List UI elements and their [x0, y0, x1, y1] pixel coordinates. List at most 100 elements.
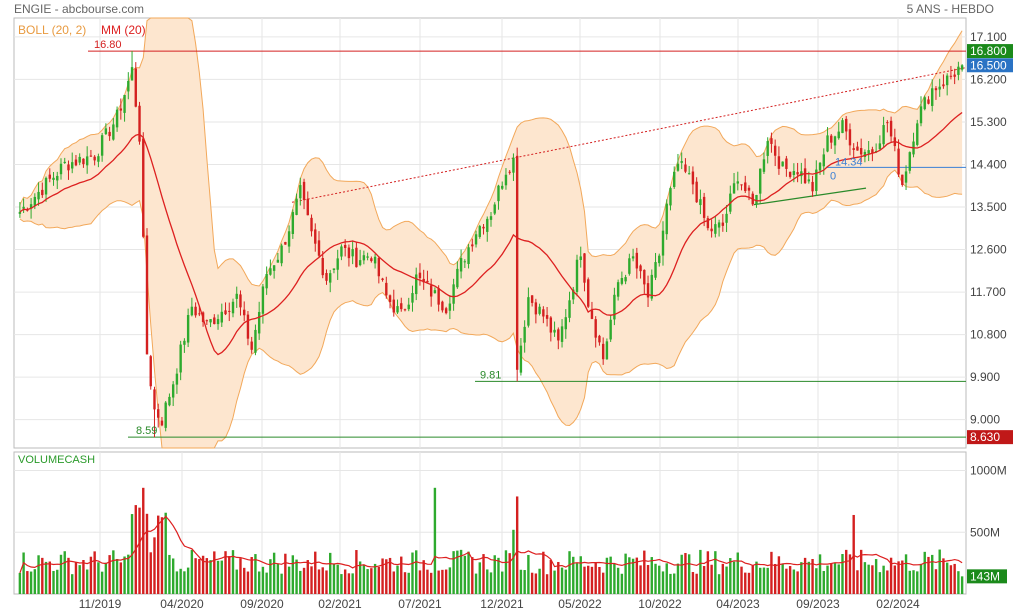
volume-bar [93, 551, 96, 594]
volume-bar [381, 558, 384, 594]
volume-bar [796, 571, 799, 594]
volume-bar [74, 562, 78, 594]
volume-bar [938, 549, 941, 594]
price-tick-label: 14.400 [970, 157, 1007, 171]
candle-body [811, 181, 814, 192]
volume-bar [400, 556, 403, 594]
volume-bar [471, 557, 474, 594]
resistance-label: 16.80 [94, 39, 122, 51]
candle-body [400, 303, 403, 310]
volume-bar [605, 557, 609, 594]
volume-bar [957, 571, 960, 594]
volume-bar [497, 557, 500, 594]
candle-body [119, 108, 123, 111]
candle-body [841, 120, 844, 134]
candle-body [960, 65, 964, 70]
volume-bar [194, 558, 197, 594]
candle-body [590, 310, 594, 319]
volume-bar [725, 566, 728, 594]
candle-body [564, 317, 567, 330]
volume-bar [149, 552, 152, 594]
volume-bar [415, 550, 418, 594]
volume-bar [549, 559, 553, 594]
candle-body [643, 269, 646, 285]
candle-body [826, 135, 829, 152]
candle-body [149, 356, 152, 387]
volume-bar [287, 566, 291, 594]
volume-bar [85, 569, 89, 594]
volume-bar [665, 563, 668, 594]
volume-bar [695, 573, 698, 594]
volume-bar [29, 571, 33, 594]
candle-body [429, 285, 433, 297]
candle-body [89, 155, 93, 157]
candle-body [519, 345, 523, 373]
legend-boll: BOLL (20, 2) [18, 23, 86, 37]
candle-body [957, 66, 960, 75]
candle-body [901, 174, 904, 185]
candle-body [392, 299, 395, 313]
volume-bar [175, 571, 179, 594]
volume-bar [317, 569, 321, 594]
candle-body [747, 187, 751, 191]
volume-bar [762, 567, 766, 594]
candle-body [904, 171, 908, 183]
candle-body [59, 163, 63, 175]
volume-bar [433, 487, 437, 594]
candle-body [673, 171, 676, 187]
volume-bar [886, 570, 889, 594]
volume-bar [171, 558, 175, 594]
volume-bar [572, 556, 575, 594]
volume-bar [616, 567, 620, 594]
volume-bar [635, 557, 639, 594]
candle-body [22, 206, 25, 209]
candle-body [216, 319, 220, 325]
x-tick-label: 05/2022 [558, 597, 602, 611]
candle-body [153, 389, 156, 410]
volume-bar [770, 551, 773, 594]
candle-body [235, 293, 238, 299]
candle-body [489, 216, 493, 220]
volume-bar [729, 558, 732, 594]
candle-body [553, 329, 556, 333]
volume-bar [123, 556, 126, 594]
candle-body [691, 171, 695, 185]
volume-bar [755, 561, 758, 594]
volume-bar [78, 565, 81, 594]
volume-bar [598, 566, 601, 594]
candle-body [179, 344, 182, 373]
volume-bar [628, 557, 631, 594]
candle-body [254, 329, 257, 353]
volume-bar [800, 562, 803, 594]
volume-bar [504, 550, 508, 594]
candle-body [725, 213, 728, 223]
x-tick-label: 10/2022 [638, 597, 682, 611]
candle-body [370, 258, 373, 262]
price-tick-label: 12.600 [970, 243, 1007, 257]
fib-label: 14.34 [835, 156, 863, 168]
volume-tick-label: 500M [970, 525, 1000, 539]
volume-bar [306, 560, 309, 594]
moving-average-line [19, 111, 963, 356]
candle-body [115, 109, 119, 128]
candle-body [822, 154, 825, 167]
volume-bar [845, 549, 848, 594]
volume-bar [437, 570, 440, 594]
candle-body [37, 191, 40, 200]
candle-body [343, 245, 347, 248]
candle-body [44, 177, 48, 195]
candle-body [306, 198, 309, 216]
candle-body [773, 145, 777, 156]
volume-bar [441, 569, 444, 594]
candle-body [415, 274, 418, 295]
candle-body [100, 135, 104, 156]
volume-bar [923, 551, 926, 594]
candle-body [527, 297, 530, 326]
price-tag-last: 16.500 [970, 58, 1007, 72]
candle-body [145, 235, 149, 355]
volume-bar [527, 554, 530, 594]
candle-body [329, 273, 332, 283]
volume-bar [422, 560, 425, 594]
volume-bar [373, 563, 377, 594]
candle-body [314, 229, 317, 244]
